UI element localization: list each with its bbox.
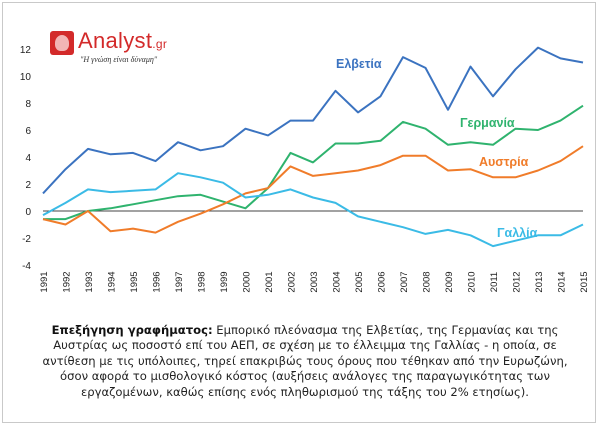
chart-caption: Επεξήγηση γραφήματος: Εμπορικό πλεόνασμα…: [31, 323, 579, 400]
series-line: [42, 46, 584, 195]
logo-tagline: "Η γνώση είναι δύναμη": [80, 55, 158, 64]
x-tick-label: 2008: [422, 271, 433, 292]
x-tick-label: 2011: [489, 272, 500, 292]
x-tick-label: 2005: [354, 271, 365, 292]
x-tick-label: 1994: [107, 271, 118, 292]
y-tick-label: 4: [25, 153, 31, 164]
caption-text: Εμπορικό πλεόνασμα της Ελβετίας, της Γερ…: [42, 323, 568, 399]
series-label: Ελβετία: [336, 57, 382, 71]
y-tick-label: 8: [25, 99, 31, 110]
x-tick-label: 2009: [444, 271, 455, 292]
x-tick-label: 1993: [84, 271, 95, 292]
x-tick-label: 2013: [534, 271, 545, 292]
y-tick-label: 12: [20, 45, 32, 56]
logo-head-icon: [50, 31, 74, 55]
logo-brand: Analyst.gr: [78, 28, 168, 53]
y-tick-label: 10: [20, 72, 32, 83]
figure-frame: -4 -2 0 2 4 6 8 10 12 1991 1992 1993 1994 1995 1996 199…: [2, 2, 596, 423]
x-tick-label: 1999: [219, 271, 230, 292]
x-tick-label: 2007: [399, 271, 410, 292]
x-tick-label: 2004: [332, 271, 343, 292]
x-tick-label: 1997: [174, 271, 185, 292]
x-tick-label: 1998: [197, 271, 208, 292]
series-label: Γερμανία: [460, 116, 515, 130]
x-tick-label: 2014: [557, 271, 568, 292]
caption-title: Επεξήγηση γραφήματος:: [51, 323, 213, 337]
series-line: [42, 145, 584, 234]
x-tick-label: 2001: [264, 271, 275, 292]
x-tick-label: 2002: [287, 271, 298, 292]
analyst-logo: Analyst.gr "Η γνώση είναι δύναμη": [50, 28, 175, 75]
x-tick-label: 2000: [242, 271, 253, 292]
x-tick-label: 2015: [579, 271, 590, 292]
x-tick-label: 2003: [309, 271, 320, 292]
x-tick-label: 2010: [467, 271, 478, 292]
y-tick-label: 6: [25, 126, 31, 137]
x-tick-label: 1995: [129, 271, 140, 292]
y-tick-label: -4: [22, 261, 31, 272]
x-tick-label: 2012: [512, 271, 523, 292]
x-tick-label: 2006: [377, 271, 388, 292]
x-tick-label: 1992: [62, 271, 73, 292]
line-chart: -4 -2 0 2 4 6 8 10 12 1991 1992 1993 1994 1995 1996 199…: [20, 45, 590, 293]
series-label: Αυστρία: [479, 155, 529, 169]
series-label: Γαλλία: [497, 226, 538, 240]
x-tick-label: 1996: [152, 271, 163, 292]
x-tick-label: 1991: [39, 271, 50, 292]
y-tick-label: 0: [25, 207, 31, 218]
y-tick-label: -2: [22, 234, 31, 245]
series-line: [42, 172, 584, 248]
y-tick-label: 2: [25, 180, 31, 191]
series-line: [43, 104, 584, 221]
